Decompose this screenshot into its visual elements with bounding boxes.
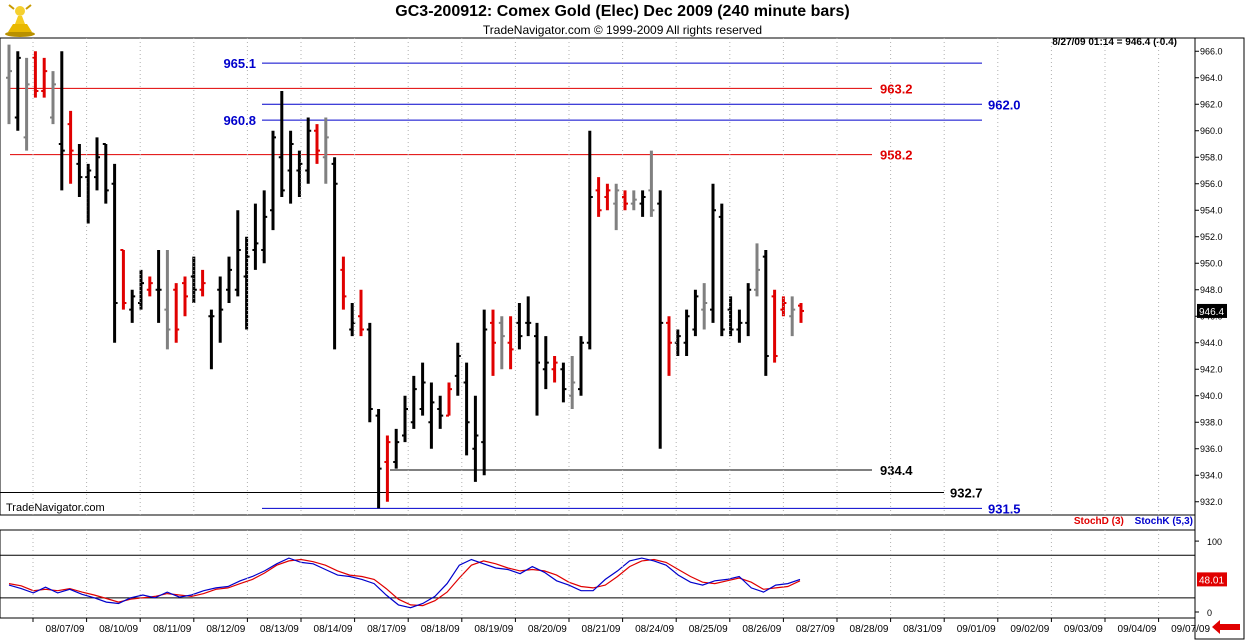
level-label: 962.0: [988, 97, 1021, 112]
scroll-right-arrow-icon[interactable]: [1212, 620, 1240, 634]
y-tick-label: 936.0: [1200, 444, 1223, 454]
legend-stoch-d[interactable]: StochD (3): [1073, 516, 1124, 527]
x-tick-label: 08/25/09: [689, 624, 728, 635]
last-price-status: 8/27/09 01:14 = 946.4 (-0.4): [1052, 37, 1177, 48]
legend-stoch-k[interactable]: StochK (5,3): [1134, 516, 1193, 527]
level-label: 960.8: [223, 113, 256, 128]
stochastic-legend: StochD (3) StochK (5,3): [1074, 516, 1193, 527]
x-tick-label: 08/26/09: [742, 624, 781, 635]
y-tick-label: 952.0: [1200, 232, 1223, 242]
x-tick-label: 09/02/09: [1010, 624, 1049, 635]
current-price-box: [1197, 303, 1227, 318]
x-tick-label: 08/11/09: [153, 624, 192, 635]
x-tick-label: 08/19/09: [474, 624, 513, 635]
x-tick-label: 08/28/09: [850, 624, 889, 635]
x-tick-label: 09/04/09: [1118, 624, 1157, 635]
x-tick-label: 08/31/09: [903, 624, 942, 635]
x-tick-label: 09/01/09: [957, 624, 996, 635]
y-tick-label: 944.0: [1200, 338, 1223, 348]
level-label: 958.2: [880, 148, 913, 163]
y-tick-label: 942.0: [1200, 364, 1223, 374]
chart-title: GC3-200912: Comex Gold (Elec) Dec 2009 (…: [395, 3, 850, 20]
x-tick-label: 09/07/09: [1171, 624, 1210, 635]
x-tick-label: 08/07/09: [46, 624, 85, 635]
stoch-d-line: [8, 558, 801, 607]
x-tick-label: 08/18/09: [421, 624, 460, 635]
level-label: 932.7: [950, 485, 983, 500]
stoch-value-label: 48.01: [1199, 575, 1224, 586]
stoch-y-tick-label: 100: [1207, 537, 1222, 547]
x-tick-label: 08/27/09: [796, 624, 835, 635]
y-tick-label: 948.0: [1200, 285, 1223, 295]
level-label: 934.4: [880, 463, 913, 478]
x-tick-label: 08/21/09: [582, 624, 621, 635]
y-tick-label: 938.0: [1200, 417, 1223, 427]
x-tick-label: 08/14/09: [314, 624, 353, 635]
y-tick-label: 958.0: [1200, 152, 1223, 162]
x-tick-label: 08/24/09: [635, 624, 674, 635]
x-tick-label: 08/17/09: [367, 624, 406, 635]
right-axis-border: [1194, 37, 1245, 640]
axes: 08/07/09 08/10/09 08/11/09 08/12/09 08/13/09…: [0, 37, 1245, 640]
gold-trophy-icon[interactable]: [2, 2, 38, 38]
stochastic-panel: 0 100 48.01: [0, 537, 1227, 618]
y-tick-label: 954.0: [1200, 205, 1223, 215]
y-tick-label: 960.0: [1200, 126, 1223, 136]
x-tick-label: 09/03/09: [1064, 624, 1103, 635]
current-price-label: 946.4: [1199, 307, 1224, 318]
x-tick-label: 08/10/09: [99, 624, 138, 635]
stoch-k-line: [8, 557, 801, 609]
y-tick-label: 932.0: [1200, 497, 1223, 507]
y-tick-label: 964.0: [1200, 73, 1223, 83]
x-tick-label: 08/20/09: [528, 624, 567, 635]
y-tick-label: 956.0: [1200, 179, 1223, 189]
price-panel: 965.1 963.2 962.0 960.8 958.2 934.4 932.7 931.5: [0, 44, 1021, 516]
y-tick-label: 962.0: [1200, 99, 1223, 109]
stoch-value-box: [1197, 572, 1227, 587]
watermark-text: TradeNavigator.com: [6, 502, 105, 514]
y-tick-label: 966.0: [1200, 46, 1223, 56]
level-label: 931.5: [988, 501, 1021, 516]
stoch-y-tick-label: 0: [1207, 608, 1212, 618]
copyright-subtitle: TradeNavigator.com © 1999-2009 All right…: [482, 23, 763, 37]
level-label: 965.1: [223, 56, 256, 71]
level-label: 963.2: [880, 81, 913, 96]
x-tick-label: 08/13/09: [260, 624, 299, 635]
y-tick-label: 950.0: [1200, 258, 1223, 268]
stoch-panel-border: [0, 529, 1196, 619]
x-tick-label: 08/12/09: [206, 624, 245, 635]
y-tick-label: 934.0: [1200, 470, 1223, 480]
y-tick-label: 940.0: [1200, 391, 1223, 401]
